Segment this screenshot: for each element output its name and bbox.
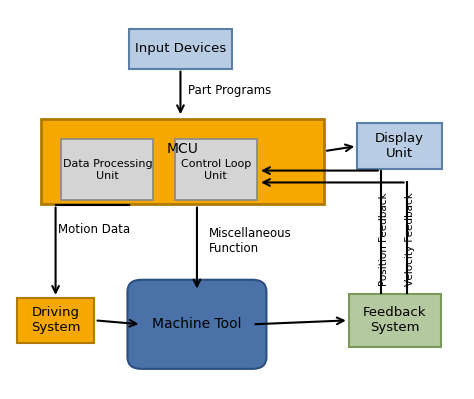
Text: Velocity Feedback: Velocity Feedback xyxy=(405,192,415,286)
Text: Part Programs: Part Programs xyxy=(188,84,271,97)
FancyBboxPatch shape xyxy=(174,139,257,200)
Text: Display
Unit: Display Unit xyxy=(375,132,424,160)
Text: Miscellaneous
Function: Miscellaneous Function xyxy=(209,227,292,255)
FancyBboxPatch shape xyxy=(17,298,94,343)
FancyBboxPatch shape xyxy=(41,119,324,204)
Text: Position Feedback: Position Feedback xyxy=(379,192,389,286)
FancyBboxPatch shape xyxy=(349,294,441,347)
Text: Input Devices: Input Devices xyxy=(135,42,226,55)
Text: Control Loop
Unit: Control Loop Unit xyxy=(181,159,251,181)
FancyBboxPatch shape xyxy=(62,139,154,200)
FancyBboxPatch shape xyxy=(128,29,232,69)
Text: Feedback
System: Feedback System xyxy=(363,306,427,334)
FancyBboxPatch shape xyxy=(128,280,266,369)
Text: Data Processing
Unit: Data Processing Unit xyxy=(63,159,152,181)
Text: Motion Data: Motion Data xyxy=(58,223,130,236)
Text: MCU: MCU xyxy=(167,142,199,156)
Text: Driving
System: Driving System xyxy=(31,306,80,334)
FancyBboxPatch shape xyxy=(357,123,442,169)
Text: Machine Tool: Machine Tool xyxy=(152,317,242,331)
